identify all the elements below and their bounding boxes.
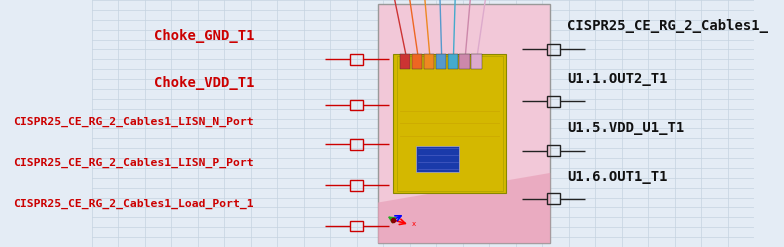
Bar bbox=[397, 56, 503, 191]
Polygon shape bbox=[378, 173, 550, 243]
Bar bbox=[547, 145, 561, 156]
Bar bbox=[412, 54, 423, 69]
Bar bbox=[350, 100, 364, 110]
Bar bbox=[350, 221, 364, 231]
Bar bbox=[416, 146, 459, 172]
Bar bbox=[350, 54, 364, 65]
Text: CISPR25_CE_RG_2_Cables1_: CISPR25_CE_RG_2_Cables1_ bbox=[568, 19, 768, 33]
Bar bbox=[436, 54, 446, 69]
Text: U1.5.VDD_U1_T1: U1.5.VDD_U1_T1 bbox=[568, 122, 684, 135]
Bar bbox=[471, 54, 482, 69]
Text: CISPR25_CE_RG_2_Cables1_LISN_N_Port: CISPR25_CE_RG_2_Cables1_LISN_N_Port bbox=[13, 117, 254, 127]
Text: Choke_GND_T1: Choke_GND_T1 bbox=[154, 29, 254, 43]
Bar bbox=[547, 96, 561, 107]
Text: x: x bbox=[412, 221, 416, 227]
Text: CISPR25_CE_RG_2_Cables1_Load_Port_1: CISPR25_CE_RG_2_Cables1_Load_Port_1 bbox=[13, 199, 254, 209]
Bar bbox=[448, 54, 458, 69]
Text: U1.6.OUT1_T1: U1.6.OUT1_T1 bbox=[568, 170, 668, 184]
Bar bbox=[423, 54, 434, 69]
Bar bbox=[459, 54, 470, 69]
Text: Choke_VDD_T1: Choke_VDD_T1 bbox=[154, 76, 254, 90]
Bar bbox=[378, 4, 550, 243]
Bar bbox=[350, 180, 364, 191]
Text: U1.1.OUT2_T1: U1.1.OUT2_T1 bbox=[568, 72, 668, 86]
Bar bbox=[547, 44, 561, 55]
Bar bbox=[350, 139, 364, 150]
Bar bbox=[547, 193, 561, 204]
Text: CISPR25_CE_RG_2_Cables1_LISN_P_Port: CISPR25_CE_RG_2_Cables1_LISN_P_Port bbox=[13, 158, 254, 168]
Bar bbox=[400, 54, 411, 69]
Bar bbox=[394, 54, 506, 193]
